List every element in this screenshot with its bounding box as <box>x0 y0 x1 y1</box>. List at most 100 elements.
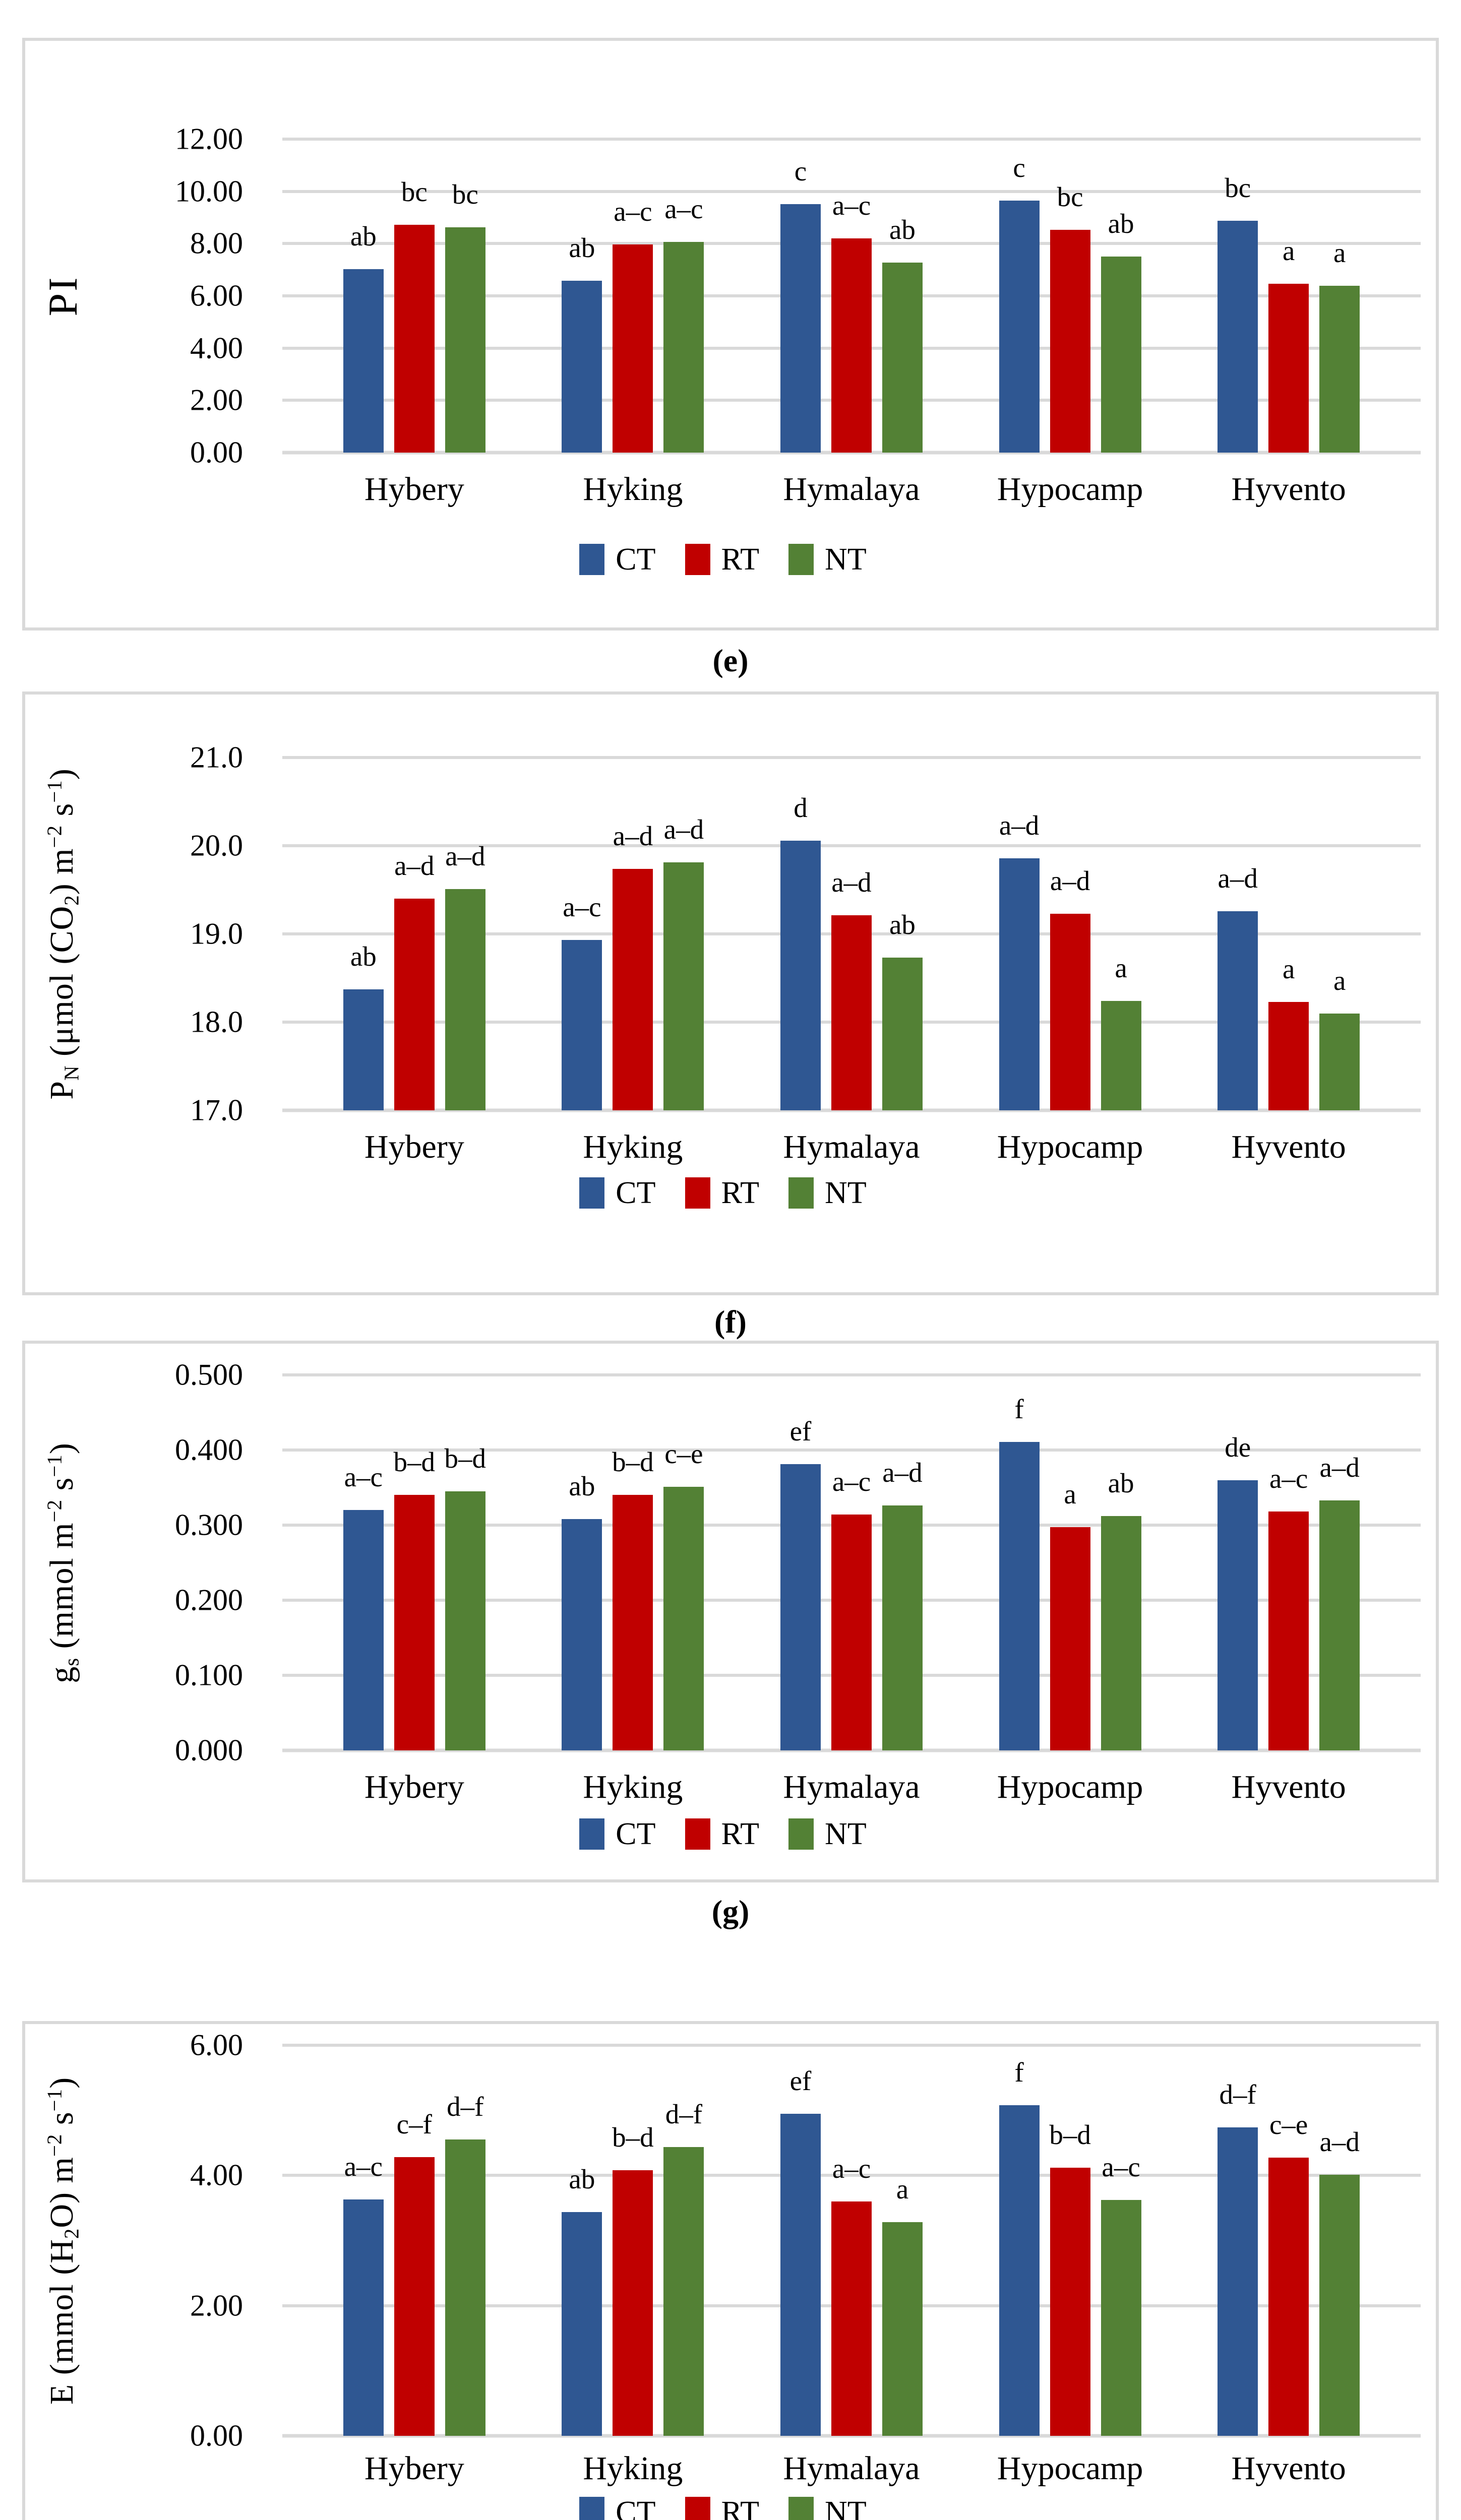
bar-slot: a–d <box>1050 758 1090 1110</box>
legend-item-rt: RT <box>685 1175 760 1211</box>
bar-slot: a–c <box>831 1375 872 1750</box>
bar-f-hyvento-rt <box>1268 1001 1309 1110</box>
significance-letter: f <box>1014 2056 1024 2088</box>
superscript: −2 <box>43 2133 66 2157</box>
plot-area: ab bc bc ab a–c a–c c a–c ab c bc ab bc a a <box>282 138 1421 455</box>
bar-h-hypocamp-ct <box>999 2105 1040 2436</box>
bar-group-hyvento: bc a a <box>1218 139 1360 453</box>
significance-letter: d–f <box>447 2091 484 2122</box>
legend: CT RT NT <box>25 1816 1421 1852</box>
bar-group-hymalaya: c a–c ab <box>780 139 923 453</box>
x-axis-baseline <box>282 2434 1421 2438</box>
legend-label-nt: NT <box>825 2495 867 2520</box>
bar-e-hymalaya-nt <box>882 263 923 453</box>
y-tick-label: 0.300 <box>175 1508 243 1542</box>
legend-item-ct: CT <box>579 2495 656 2520</box>
bar-slot: ab <box>1101 139 1141 453</box>
significance-letter: a–d <box>394 850 435 881</box>
significance-letter: a–d <box>1050 865 1090 896</box>
bar-slot: bc <box>445 139 485 453</box>
legend-label-rt: RT <box>721 1175 760 1210</box>
bar-g-hybery-ct <box>343 1510 384 1750</box>
bar-group-hyvento: a–d a a <box>1218 758 1360 1110</box>
x-category-label-hyvento: Hyvento <box>1231 1769 1346 1805</box>
bar-group-hypocamp: f a ab <box>999 1375 1141 1750</box>
chart-frame: gs (mmol m−2 s−1) 0.000 0.100 0.200 0.300 0.… <box>22 1341 1439 1882</box>
bar-slot: ab <box>882 758 923 1110</box>
significance-letter: ef <box>789 2065 812 2096</box>
text-segment: ) <box>43 768 81 780</box>
x-category-label-hymalaya: Hymalaya <box>783 2450 920 2487</box>
bar-slot: b–d <box>612 2045 654 2436</box>
bar-slot: ef <box>780 2045 821 2436</box>
significance-letter: d–f <box>1219 2078 1256 2110</box>
bar-groups: ab a–d a–d a–c a–d a–d d a–d ab a–d a–d a a–d a a <box>282 758 1421 1110</box>
legend-label-ct: CT <box>616 542 656 577</box>
significance-letter: ab <box>350 221 377 252</box>
bar-h-hypocamp-nt <box>1101 2200 1141 2436</box>
y-tick-label: 18.0 <box>190 1005 243 1039</box>
significance-letter: ab <box>350 941 377 972</box>
significance-letter: ab <box>889 214 916 245</box>
bar-e-hymalaya-ct <box>780 204 821 453</box>
x-category-label-hypocamp: Hypocamp <box>997 471 1143 508</box>
significance-letter: a <box>1333 237 1346 269</box>
significance-letter: a–c <box>664 193 703 224</box>
significance-letter: a–d <box>882 1457 923 1488</box>
bar-g-hyking-ct <box>562 1519 602 1750</box>
bar-slot: a–c <box>663 139 704 453</box>
legend-swatch-nt <box>788 544 814 575</box>
bar-h-hybery-rt <box>394 2157 435 2436</box>
bar-g-hybery-nt <box>445 1491 485 1750</box>
superscript: −1 <box>43 780 66 803</box>
bar-g-hypocamp-rt <box>1050 1527 1090 1750</box>
y-tick-label: 0.00 <box>190 2419 243 2452</box>
y-axis-title: PN (μmol (CO2) m−2 s−1) <box>43 768 84 1099</box>
bar-group-hyvento: d–f c–e a–d <box>1218 2045 1360 2436</box>
bar-f-hyking-rt <box>613 868 653 1110</box>
text-segment: ) <box>43 1442 81 1454</box>
chart-body: PN (μmol (CO2) m−2 s−1) 17.0 18.0 19.0 20.0… <box>25 695 1421 1211</box>
text-segment: E (mmol (H <box>43 2238 81 2405</box>
panel-caption: (f) <box>714 1304 747 1340</box>
bar-slot: b–d <box>1049 2045 1091 2436</box>
legend-label-ct: CT <box>616 1175 656 1210</box>
bar-h-hyvento-nt <box>1319 2175 1360 2436</box>
bar-slot: bc <box>394 139 435 453</box>
significance-letter: bc <box>401 176 428 207</box>
legend-label-ct: CT <box>616 1816 656 1851</box>
significance-letter: de <box>1225 1431 1251 1463</box>
significance-letter: a–c <box>832 2153 871 2184</box>
x-axis-labels: Hybery Hyking Hymalaya Hypocamp Hyvento <box>282 1126 1421 1168</box>
legend: CT RT NT <box>25 2495 1421 2520</box>
bar-groups: a–c c–f d–f ab b–d d–f ef a–c a f b–d a–c d–f c–e a–d <box>282 2045 1421 2436</box>
bar-slot: c <box>999 139 1040 453</box>
x-category-label-hyvento: Hyvento <box>1231 2450 1346 2487</box>
bar-slot: ab <box>562 2045 602 2436</box>
bar-group-hypocamp: c bc ab <box>999 139 1141 453</box>
legend-swatch-ct <box>579 1818 605 1850</box>
y-tick-label: 10.00 <box>175 174 243 208</box>
y-tick-label: 0.00 <box>190 435 243 469</box>
significance-letter: a–c <box>563 892 601 923</box>
legend-label-rt: RT <box>721 1816 760 1851</box>
significance-letter: c <box>1013 152 1025 183</box>
significance-letter: ab <box>569 2163 595 2194</box>
bar-slot: a–d <box>1319 2045 1360 2436</box>
y-tick-label: 6.00 <box>190 2028 243 2062</box>
bar-g-hyvento-ct <box>1218 1480 1258 1750</box>
bar-f-hypocamp-ct <box>999 858 1040 1110</box>
bar-g-hymalaya-rt <box>831 1515 872 1750</box>
text-segment: ) m <box>43 848 81 895</box>
y-tick-label: 0.200 <box>175 1583 243 1617</box>
bar-h-hymalaya-ct <box>780 2113 821 2436</box>
superscript: −2 <box>43 1499 66 1522</box>
bar-h-hyvento-ct <box>1218 2127 1258 2436</box>
text-segment: s <box>43 802 81 825</box>
bar-slot: a–c <box>562 758 602 1110</box>
bar-group-hyvento: de a–c a–d <box>1218 1375 1360 1750</box>
legend-item-nt: NT <box>788 2495 867 2520</box>
bar-g-hymalaya-ct <box>780 1464 821 1750</box>
